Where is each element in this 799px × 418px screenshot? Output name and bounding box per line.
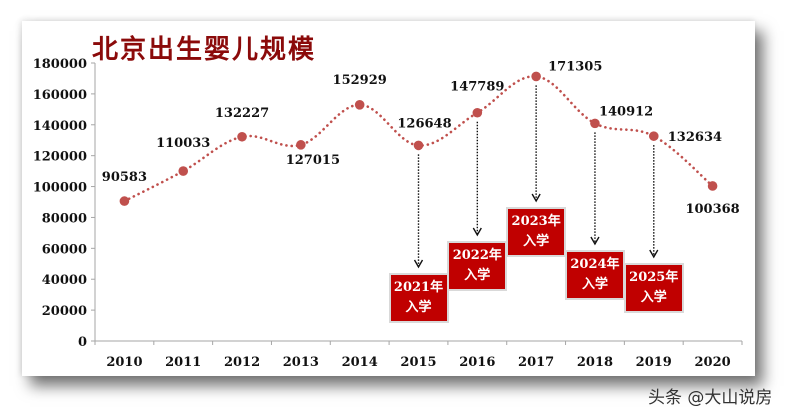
- data-point: [119, 196, 130, 206]
- x-tick-label: 2017: [518, 355, 554, 370]
- data-label: 100368: [685, 202, 739, 217]
- enrollment-box-text: 入学: [581, 277, 608, 292]
- data-point: [648, 131, 659, 141]
- enrollment-box-text: 入学: [640, 290, 667, 305]
- enrollment-box-2022年: 2022年入学: [447, 241, 508, 291]
- enrollment-box-text: 2024年: [570, 257, 620, 272]
- data-label: 140912: [599, 104, 653, 119]
- enrollment-box-text: 2023年: [511, 214, 561, 229]
- x-tick-label: 2018: [577, 355, 613, 370]
- x-tick-label: 2012: [224, 355, 260, 370]
- data-point: [531, 71, 541, 82]
- data-label: 126648: [397, 116, 451, 131]
- watermark: 头条 @大山说房: [648, 388, 773, 408]
- data-point: [178, 166, 189, 176]
- y-tick-label: 100000: [33, 181, 87, 196]
- enrollment-box-text: 2021年: [393, 280, 444, 295]
- x-tick-label: 2013: [283, 355, 319, 370]
- data-label: 152929: [333, 73, 387, 88]
- arrowhead-icon: [413, 259, 424, 269]
- series-line: [119, 71, 718, 206]
- data-label: 90583: [102, 170, 147, 185]
- data-label: 127015: [286, 153, 340, 168]
- axes: [94, 63, 742, 342]
- enrollment-box-text: 2022年: [452, 248, 502, 263]
- y-tick-label: 0: [78, 335, 87, 350]
- y-axis-ticks: 0 20000 40000 60000 80000 100000 120000 140000 1…: [33, 57, 95, 350]
- data-labels: 90583 110033 132227 127015 152929 126648 14778…: [102, 59, 740, 217]
- x-tick-label: 2019: [636, 355, 672, 370]
- enrollment-box-2025年: 2025年入学: [623, 263, 684, 313]
- y-tick-label: 20000: [42, 304, 87, 319]
- y-tick-label: 120000: [33, 150, 87, 165]
- data-label: 132227: [215, 106, 269, 121]
- data-point: [296, 140, 306, 150]
- enrollment-box-text: 入学: [464, 268, 491, 283]
- data-label: 171305: [548, 59, 602, 74]
- data-point: [707, 181, 718, 191]
- data-label: 147789: [450, 80, 504, 95]
- x-tick-label: 2016: [459, 355, 495, 370]
- y-tick-label: 180000: [33, 57, 87, 72]
- y-tick-label: 80000: [42, 211, 87, 226]
- enrollment-box-2024年: 2024年入学: [564, 250, 625, 300]
- y-tick-label: 140000: [33, 119, 87, 134]
- data-point: [354, 100, 365, 110]
- enrollment-box-text: 2025年: [629, 270, 679, 285]
- x-axis-ticks: 2010 2011 2012 2013 2014 2015 2016 2017 2018 2019…: [94, 341, 743, 370]
- x-tick-label: 2015: [400, 355, 436, 370]
- data-label: 132634: [668, 130, 722, 145]
- data-label: 110033: [156, 136, 210, 151]
- x-tick-label: 2010: [106, 355, 142, 370]
- x-tick-label: 2014: [342, 355, 378, 370]
- x-tick-label: 2020: [694, 355, 730, 370]
- enrollment-box-text: 入学: [405, 300, 432, 315]
- arrowhead-icon: [590, 236, 600, 246]
- chart-title: 北京出生婴儿规模: [92, 35, 317, 65]
- y-tick-label: 60000: [42, 242, 87, 257]
- enrollment-box-text: 入学: [523, 234, 550, 249]
- data-point: [590, 118, 600, 129]
- data-point: [413, 140, 424, 151]
- arrowhead-icon: [472, 227, 482, 237]
- enrollment-arrows: [413, 85, 659, 269]
- enrollment-box-2023年: 2023年入学: [506, 207, 567, 257]
- enrollment-box-2021年: 2021年入学: [388, 273, 449, 323]
- x-tick-label: 2011: [165, 355, 201, 370]
- y-tick-label: 40000: [42, 273, 87, 288]
- data-point: [237, 131, 247, 142]
- arrowhead-icon: [531, 193, 541, 203]
- arrowhead-icon: [649, 249, 659, 259]
- y-tick-label: 160000: [33, 88, 87, 103]
- data-point: [472, 107, 483, 118]
